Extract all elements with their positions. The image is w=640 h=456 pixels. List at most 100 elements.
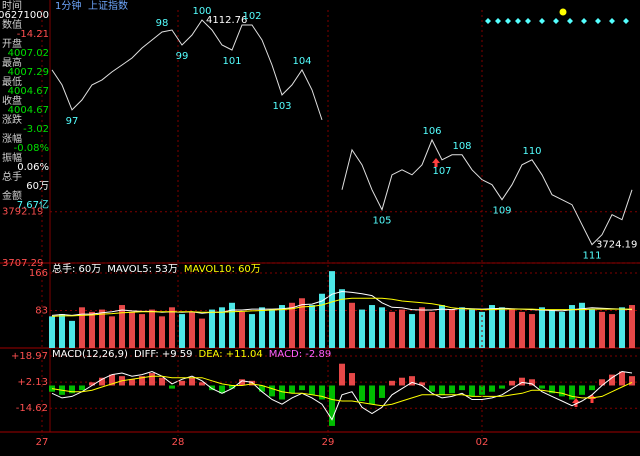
annotation: 109 xyxy=(492,206,511,217)
bar xyxy=(419,382,425,386)
bar xyxy=(279,305,285,348)
info-label: 金额 xyxy=(2,189,22,202)
bar xyxy=(349,302,355,348)
y-tick-label: +2.13 xyxy=(17,377,48,388)
bar xyxy=(279,385,285,400)
bar xyxy=(129,311,135,348)
indicator-line xyxy=(51,375,633,407)
bar xyxy=(79,307,85,348)
bar xyxy=(399,309,405,348)
bar xyxy=(599,379,605,386)
bar xyxy=(479,311,485,348)
legend-entry: MACD: -2.89 xyxy=(269,349,331,360)
bar xyxy=(459,307,465,348)
x-tick-label: 27 xyxy=(36,437,49,448)
bar xyxy=(489,305,495,348)
bar xyxy=(159,377,165,386)
legend-entry: MACD(12,26,9) xyxy=(52,349,128,360)
info-label: 时间 xyxy=(2,0,22,12)
bar xyxy=(199,318,205,348)
bar xyxy=(229,302,235,348)
annotation: 106 xyxy=(422,126,441,137)
legend-entry: MAVOL5: 53万 xyxy=(107,264,178,275)
annotation: 104 xyxy=(292,56,311,67)
bar xyxy=(199,382,205,386)
y-tick-label: 3707.29 xyxy=(2,258,43,269)
info-label: 数值 xyxy=(2,18,22,31)
bar xyxy=(619,307,625,348)
y-tick-label: +18.97 xyxy=(11,351,48,362)
bar xyxy=(109,374,115,386)
annotation: 101 xyxy=(222,56,241,67)
bar xyxy=(299,385,305,391)
bar xyxy=(499,385,505,389)
bar xyxy=(569,305,575,348)
bar xyxy=(629,305,635,348)
bar xyxy=(209,385,215,391)
bar xyxy=(389,380,395,386)
bar xyxy=(189,377,195,386)
bar xyxy=(449,309,455,348)
bar xyxy=(409,314,415,348)
bar xyxy=(589,309,595,348)
x-tick-label: 02 xyxy=(476,437,489,448)
bar xyxy=(339,289,345,348)
bar xyxy=(569,385,575,400)
annotation: 108 xyxy=(452,141,471,152)
bar xyxy=(459,385,465,391)
diamonds xyxy=(485,18,629,24)
info-value: 60万 xyxy=(26,181,49,192)
info-value: 4004.67 xyxy=(8,105,49,116)
bar xyxy=(409,376,415,386)
bar xyxy=(609,314,615,348)
bar xyxy=(299,298,305,348)
bar xyxy=(539,307,545,348)
bar xyxy=(269,385,275,397)
bar xyxy=(359,309,365,348)
bar xyxy=(139,314,145,348)
price-line xyxy=(51,19,633,246)
bar xyxy=(309,385,315,395)
bar xyxy=(509,380,515,386)
bar xyxy=(149,309,155,348)
bar xyxy=(219,385,225,394)
y-tick-label: 3792.19 xyxy=(2,207,43,218)
bar xyxy=(549,385,555,394)
bar xyxy=(179,380,185,386)
annotation: 102 xyxy=(242,11,261,22)
bar xyxy=(139,376,145,386)
bar xyxy=(149,373,155,386)
bar xyxy=(419,307,425,348)
bar xyxy=(219,307,225,348)
bar xyxy=(559,385,565,397)
bar xyxy=(59,314,65,348)
legend-entry: MAVOL10: 60万 xyxy=(184,264,261,275)
bar xyxy=(289,385,295,394)
bar xyxy=(239,379,245,386)
bar xyxy=(249,380,255,386)
bar xyxy=(239,311,245,348)
indicator-line xyxy=(51,370,633,421)
bar xyxy=(379,307,385,348)
bar xyxy=(319,385,325,400)
bar xyxy=(559,311,565,348)
bar xyxy=(519,311,525,348)
bar xyxy=(229,385,235,389)
bar xyxy=(79,385,85,391)
info-value: -3.02 xyxy=(23,124,49,135)
bar xyxy=(249,314,255,348)
bar xyxy=(129,379,135,386)
bar xyxy=(369,385,375,405)
info-label: 最低 xyxy=(2,75,22,88)
info-label: 最高 xyxy=(2,56,22,69)
bar xyxy=(489,385,495,392)
bar xyxy=(449,385,455,394)
bar xyxy=(189,311,195,348)
info-value: 0.06% xyxy=(17,162,49,173)
info-value: 4007.02 xyxy=(8,48,49,59)
bar xyxy=(579,385,585,395)
info-label: 总手 xyxy=(2,170,22,183)
annotation: 110 xyxy=(522,146,541,157)
bar xyxy=(619,371,625,386)
